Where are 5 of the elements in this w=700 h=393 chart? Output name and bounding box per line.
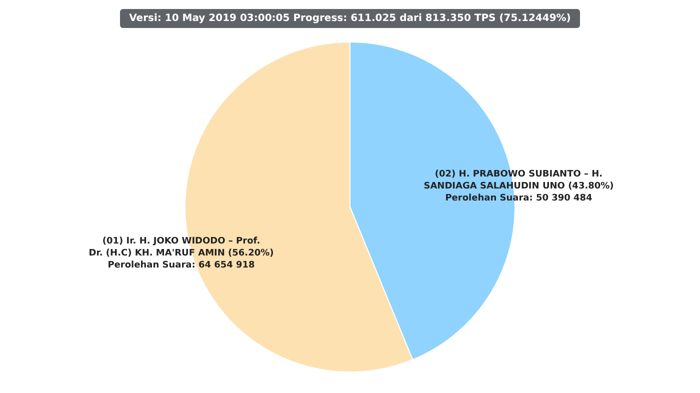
slice-label: (02) H. PRABOWO SUBIANTO – H. SANDIAGA SALAHUDIN UNO (43.80%) xyxy=(424,170,614,192)
data-label: Perolehan Suara: 50 390 484 xyxy=(445,194,592,204)
chart-title: Versi: 10 May 2019 03:00:05 Progress: 611.025 dari 813.350 TPS (75.12449%) xyxy=(120,9,580,28)
slice-label: (01) Ir. H. JOKO WIDODO – Prof. Dr. (H.C) KH. MA'RUF AMIN (56.20%) xyxy=(88,236,274,258)
data-label: Perolehan Suara: 64 654 918 xyxy=(108,260,255,270)
